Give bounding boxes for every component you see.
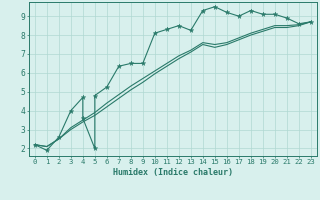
X-axis label: Humidex (Indice chaleur): Humidex (Indice chaleur) [113,168,233,177]
